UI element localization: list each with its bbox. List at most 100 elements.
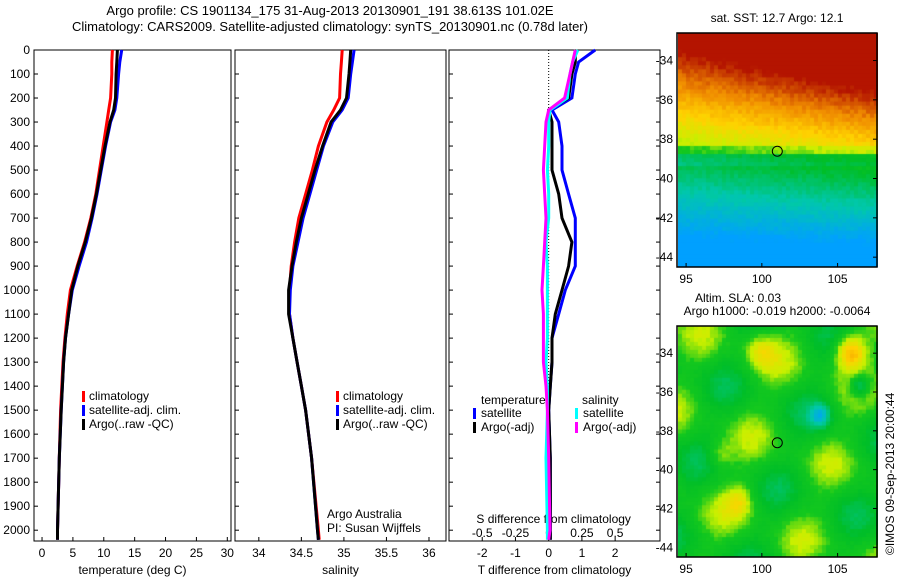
legend-swatch [473,408,476,419]
argo-position-marker [771,437,783,449]
lat-tick-label: -40 [656,172,674,186]
legend-title-salinity: salinity [582,393,619,407]
sla-map-title: Altim. SLA: 0.03 [695,291,781,305]
sst-map-field [678,33,878,267]
lat-tick-label: -36 [656,385,674,399]
figure-title-line2: Climatology: CARS2009. Satellite-adjuste… [72,19,588,34]
lat-tick-label: -38 [656,424,674,438]
x-tick-label: 35 [337,546,351,560]
sla-map-subtitle: Argo h1000: -0.019 h2000: -0.0064 [684,304,871,318]
figure-title-line1: Argo profile: CS 1901134_175 31-Aug-2013… [106,3,554,18]
y-tick-label: 900 [10,259,30,273]
legend-label: climatology [89,389,149,403]
y-tick-label: 400 [10,139,30,153]
sst-map-frame [676,32,878,268]
y-tick-label: 800 [10,235,30,249]
legend-label: Argo(-adj) [583,420,636,434]
y-tick-label: 500 [10,163,30,177]
y-tick-label: 1400 [3,379,30,393]
lat-tick-label: -44 [656,250,674,264]
x-tick-label: 5 [70,546,77,560]
lat-tick-label: -42 [656,211,674,225]
x-tick-label: 34.5 [290,546,314,560]
salinity-x-axis-label: salinity [322,563,359,577]
x-tick-label: 2 [612,546,619,560]
difference-x-axis-label: T difference from climatology [478,563,632,577]
lat-tick-label: -42 [656,501,674,515]
sst-map-title: sat. SST: 12.7 Argo: 12.1 [711,11,844,25]
s-diff-axis-label: S difference from climatology [476,512,631,526]
x2-tick-label: -0.5 [472,526,493,540]
x-tick-label: 36 [422,546,436,560]
lon-tick-label: 105 [828,562,848,576]
legend-label: climatology [343,389,403,403]
x2-tick-label: 0.25 [570,526,594,540]
sla-map-frame [676,325,878,558]
argo-position-marker [771,145,783,157]
x-tick-label: 30 [221,546,235,560]
lon-tick-label: 100 [752,562,772,576]
x-tick-label: 35.5 [375,546,399,560]
salinity-series-argo-raw-qc- [287,49,353,540]
lat-tick-label: -34 [656,346,674,360]
x-tick-label: 20 [159,546,173,560]
y-tick-label: 1000 [3,283,30,297]
y-tick-label: 1600 [3,427,30,441]
legend-label: Argo(..raw -QC) [89,417,174,431]
legend-label: Argo(..raw -QC) [343,417,428,431]
lat-tick-label: -36 [656,93,674,107]
x-tick-label: 0 [545,546,552,560]
temperature-series-argo-raw-qc- [56,49,119,540]
y-tick-label: 300 [10,115,30,129]
annotation-argo-australia: Argo Australia [327,507,402,521]
temperature-axes-box [33,49,232,542]
annotation-pi: PI: Susan Wijffels [327,521,421,535]
lon-tick-label: 95 [679,272,693,286]
lon-tick-label: 95 [679,562,693,576]
lon-tick-label: 100 [752,272,772,286]
legend-label: satellite [583,406,624,420]
x-tick-label: 15 [128,546,142,560]
legend-swatch [575,422,578,433]
y-tick-label: 1800 [3,475,30,489]
credit-text: ©IMOS 09-Sep-2013 20:00:44 [883,392,897,555]
legend-label: Argo(-adj) [481,420,534,434]
y-tick-label: 600 [10,187,30,201]
x-tick-label: 25 [190,546,204,560]
lat-tick-label: -44 [656,540,674,554]
y-tick-label: 1100 [4,307,30,321]
y-tick-label: 2000 [3,523,30,537]
legend-swatch [473,422,476,433]
difference-axes-box [448,49,661,542]
y-tick-label: 1300 [3,355,30,369]
legend-label: satellite-adj. clim. [89,403,181,417]
x-tick-label: 34 [252,546,266,560]
legend-title-temperature: temperature [481,393,546,407]
legend-swatch [82,419,85,430]
y-tick-label: 200 [10,91,30,105]
legend-swatch [336,419,339,430]
x2-tick-label: -0.25 [502,526,530,540]
y-tick-label: 1200 [3,331,30,345]
difference-series-s-argo-adj- [540,49,577,541]
legend-swatch [82,405,85,416]
y-tick-label: 700 [10,211,30,225]
lon-tick-label: 105 [828,272,848,286]
x2-tick-label: 0.5 [607,526,624,540]
legend-label: satellite-adj. clim. [343,403,435,417]
y-tick-label: 0 [23,43,30,57]
legend-swatch [82,391,85,402]
y-tick-label: 1700 [3,451,30,465]
x-tick-label: 10 [97,546,111,560]
legend-swatch [575,408,578,419]
temperature-x-axis-label: temperature (deg C) [78,563,186,577]
x-tick-label: 1 [579,546,586,560]
lat-tick-label: -34 [656,54,674,68]
y-tick-label: 1900 [3,499,30,513]
lat-tick-label: -38 [656,132,674,146]
salinity-axes-box [234,49,447,542]
y-tick-label: 100 [10,67,30,81]
legend-label: satellite [481,406,522,420]
